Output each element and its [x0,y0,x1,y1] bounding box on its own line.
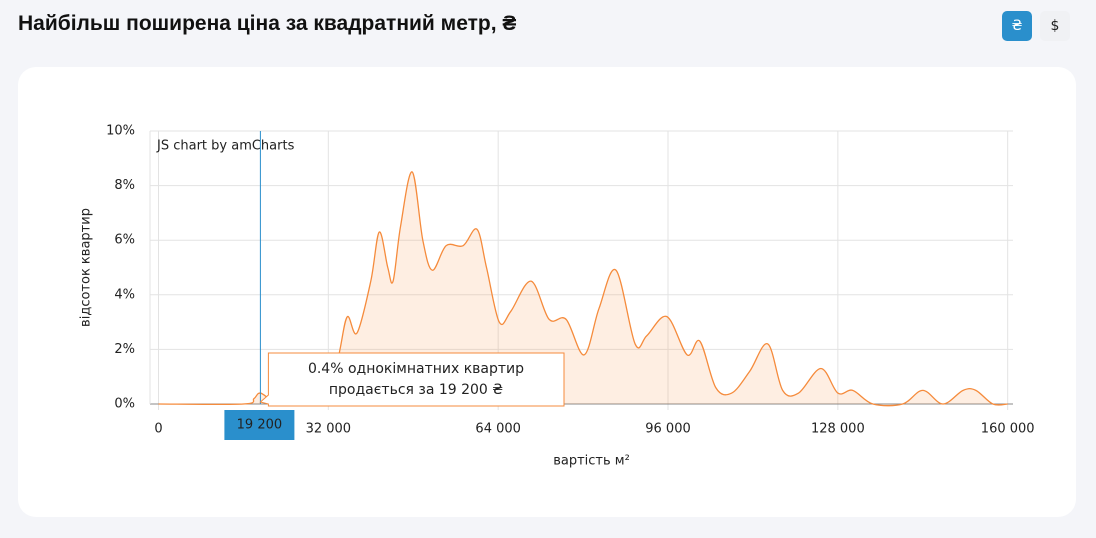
page-title: Найбільш поширена ціна за квадратний мет… [18,12,517,35]
y-tick-label: 4% [114,287,135,302]
x-tick-label: 32 000 [306,422,352,437]
tooltip-text: продається за 19 200 ₴ [329,382,503,398]
tooltip-box [259,352,565,407]
x-tick-label: 96 000 [645,422,691,437]
area [158,171,1008,406]
x-tick-label: 64 000 [475,422,521,437]
y-tick-label: 0% [114,397,135,412]
line [158,171,1008,407]
tooltip-text: 0.4% однокімнатних квартир [308,361,524,377]
x-axis-label: вартість м² [553,454,630,469]
x-tick-label: 160 000 [981,422,1035,437]
y-axis-label: відсоток квартир [79,208,94,327]
currency-uah[interactable]: ₴ [1002,11,1032,41]
watermark: JS chart by amCharts [156,139,295,154]
chart-card [18,67,1076,517]
y-tick-label: 6% [114,233,135,248]
cursor-label-bg [224,410,295,440]
x-tick-label: 0 [154,422,162,437]
y-tick-label: 2% [114,342,135,357]
y-tick-label: 10% [106,124,135,139]
currency-usd[interactable]: $ [1040,11,1070,41]
x-tick-label: 128 000 [811,422,865,437]
y-tick-label: 8% [114,178,135,193]
cursor-label: 19 200 [237,418,283,433]
